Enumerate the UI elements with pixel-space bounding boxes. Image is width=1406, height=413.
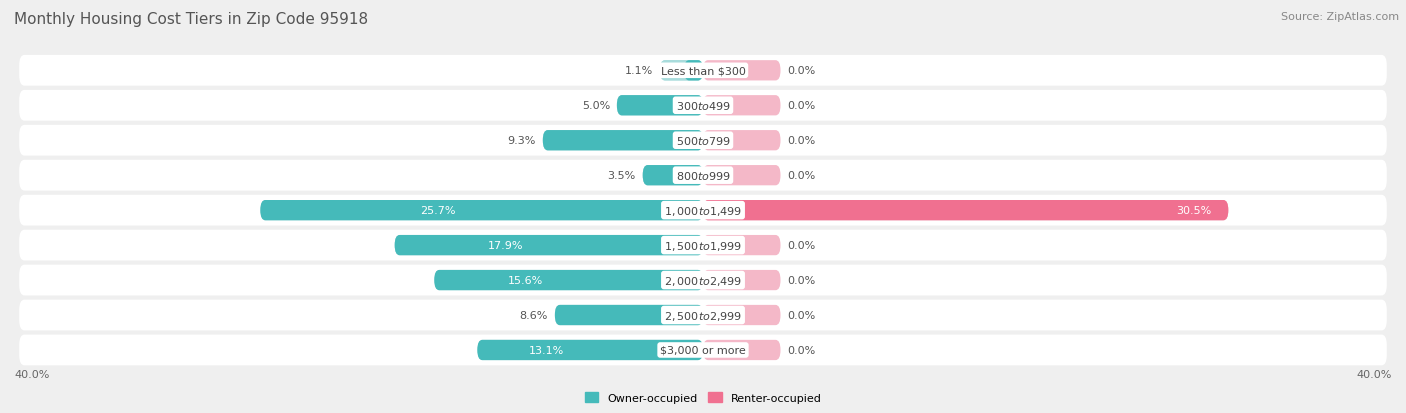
FancyBboxPatch shape: [434, 270, 703, 290]
FancyBboxPatch shape: [703, 235, 780, 256]
Text: 8.6%: 8.6%: [520, 310, 548, 320]
Text: Less than $300: Less than $300: [661, 66, 745, 76]
FancyBboxPatch shape: [543, 131, 703, 151]
FancyBboxPatch shape: [555, 305, 703, 325]
FancyBboxPatch shape: [20, 195, 1386, 226]
FancyBboxPatch shape: [703, 96, 780, 116]
FancyBboxPatch shape: [20, 300, 1386, 330]
FancyBboxPatch shape: [20, 230, 1386, 261]
FancyBboxPatch shape: [20, 160, 1386, 191]
Text: 3.5%: 3.5%: [607, 171, 636, 181]
Text: $300 to $499: $300 to $499: [675, 100, 731, 112]
FancyBboxPatch shape: [20, 56, 1386, 86]
Text: 17.9%: 17.9%: [488, 240, 523, 251]
FancyBboxPatch shape: [643, 166, 703, 186]
Text: 5.0%: 5.0%: [582, 101, 610, 111]
FancyBboxPatch shape: [20, 265, 1386, 296]
FancyBboxPatch shape: [703, 166, 780, 186]
Text: 30.5%: 30.5%: [1175, 206, 1211, 216]
FancyBboxPatch shape: [20, 335, 1386, 366]
Text: 0.0%: 0.0%: [787, 101, 815, 111]
Text: 0.0%: 0.0%: [787, 171, 815, 181]
FancyBboxPatch shape: [659, 61, 703, 81]
Text: $1,500 to $1,999: $1,500 to $1,999: [664, 239, 742, 252]
FancyBboxPatch shape: [395, 235, 703, 256]
FancyBboxPatch shape: [617, 96, 703, 116]
FancyBboxPatch shape: [703, 340, 780, 360]
Text: 0.0%: 0.0%: [787, 66, 815, 76]
FancyBboxPatch shape: [703, 131, 780, 151]
FancyBboxPatch shape: [260, 201, 703, 221]
Text: $3,000 or more: $3,000 or more: [661, 345, 745, 355]
Text: $2,500 to $2,999: $2,500 to $2,999: [664, 309, 742, 322]
FancyBboxPatch shape: [20, 91, 1386, 121]
FancyBboxPatch shape: [434, 270, 703, 290]
Text: 0.0%: 0.0%: [787, 275, 815, 285]
Legend: Owner-occupied, Renter-occupied: Owner-occupied, Renter-occupied: [585, 392, 821, 403]
FancyBboxPatch shape: [703, 201, 1229, 221]
Text: 40.0%: 40.0%: [14, 369, 49, 379]
Text: 40.0%: 40.0%: [1357, 369, 1392, 379]
Text: $1,000 to $1,499: $1,000 to $1,499: [664, 204, 742, 217]
Text: Source: ZipAtlas.com: Source: ZipAtlas.com: [1281, 12, 1399, 22]
FancyBboxPatch shape: [659, 61, 703, 81]
Text: 9.3%: 9.3%: [508, 136, 536, 146]
FancyBboxPatch shape: [617, 96, 703, 116]
FancyBboxPatch shape: [20, 126, 1386, 156]
Text: Monthly Housing Cost Tiers in Zip Code 95918: Monthly Housing Cost Tiers in Zip Code 9…: [14, 12, 368, 27]
Text: 1.1%: 1.1%: [624, 66, 652, 76]
FancyBboxPatch shape: [703, 201, 1229, 221]
FancyBboxPatch shape: [685, 61, 703, 81]
FancyBboxPatch shape: [703, 305, 780, 325]
FancyBboxPatch shape: [478, 340, 703, 360]
FancyBboxPatch shape: [643, 166, 703, 186]
Text: 0.0%: 0.0%: [787, 310, 815, 320]
Text: $500 to $799: $500 to $799: [675, 135, 731, 147]
FancyBboxPatch shape: [703, 61, 780, 81]
Text: 0.0%: 0.0%: [787, 136, 815, 146]
FancyBboxPatch shape: [703, 270, 780, 290]
Text: 0.0%: 0.0%: [787, 240, 815, 251]
FancyBboxPatch shape: [395, 235, 703, 256]
FancyBboxPatch shape: [543, 131, 703, 151]
FancyBboxPatch shape: [478, 340, 703, 360]
Text: 0.0%: 0.0%: [787, 345, 815, 355]
FancyBboxPatch shape: [260, 201, 703, 221]
FancyBboxPatch shape: [555, 305, 703, 325]
Text: $800 to $999: $800 to $999: [675, 170, 731, 182]
Text: 13.1%: 13.1%: [529, 345, 564, 355]
Text: 25.7%: 25.7%: [420, 206, 456, 216]
Text: $2,000 to $2,499: $2,000 to $2,499: [664, 274, 742, 287]
Text: 15.6%: 15.6%: [508, 275, 543, 285]
